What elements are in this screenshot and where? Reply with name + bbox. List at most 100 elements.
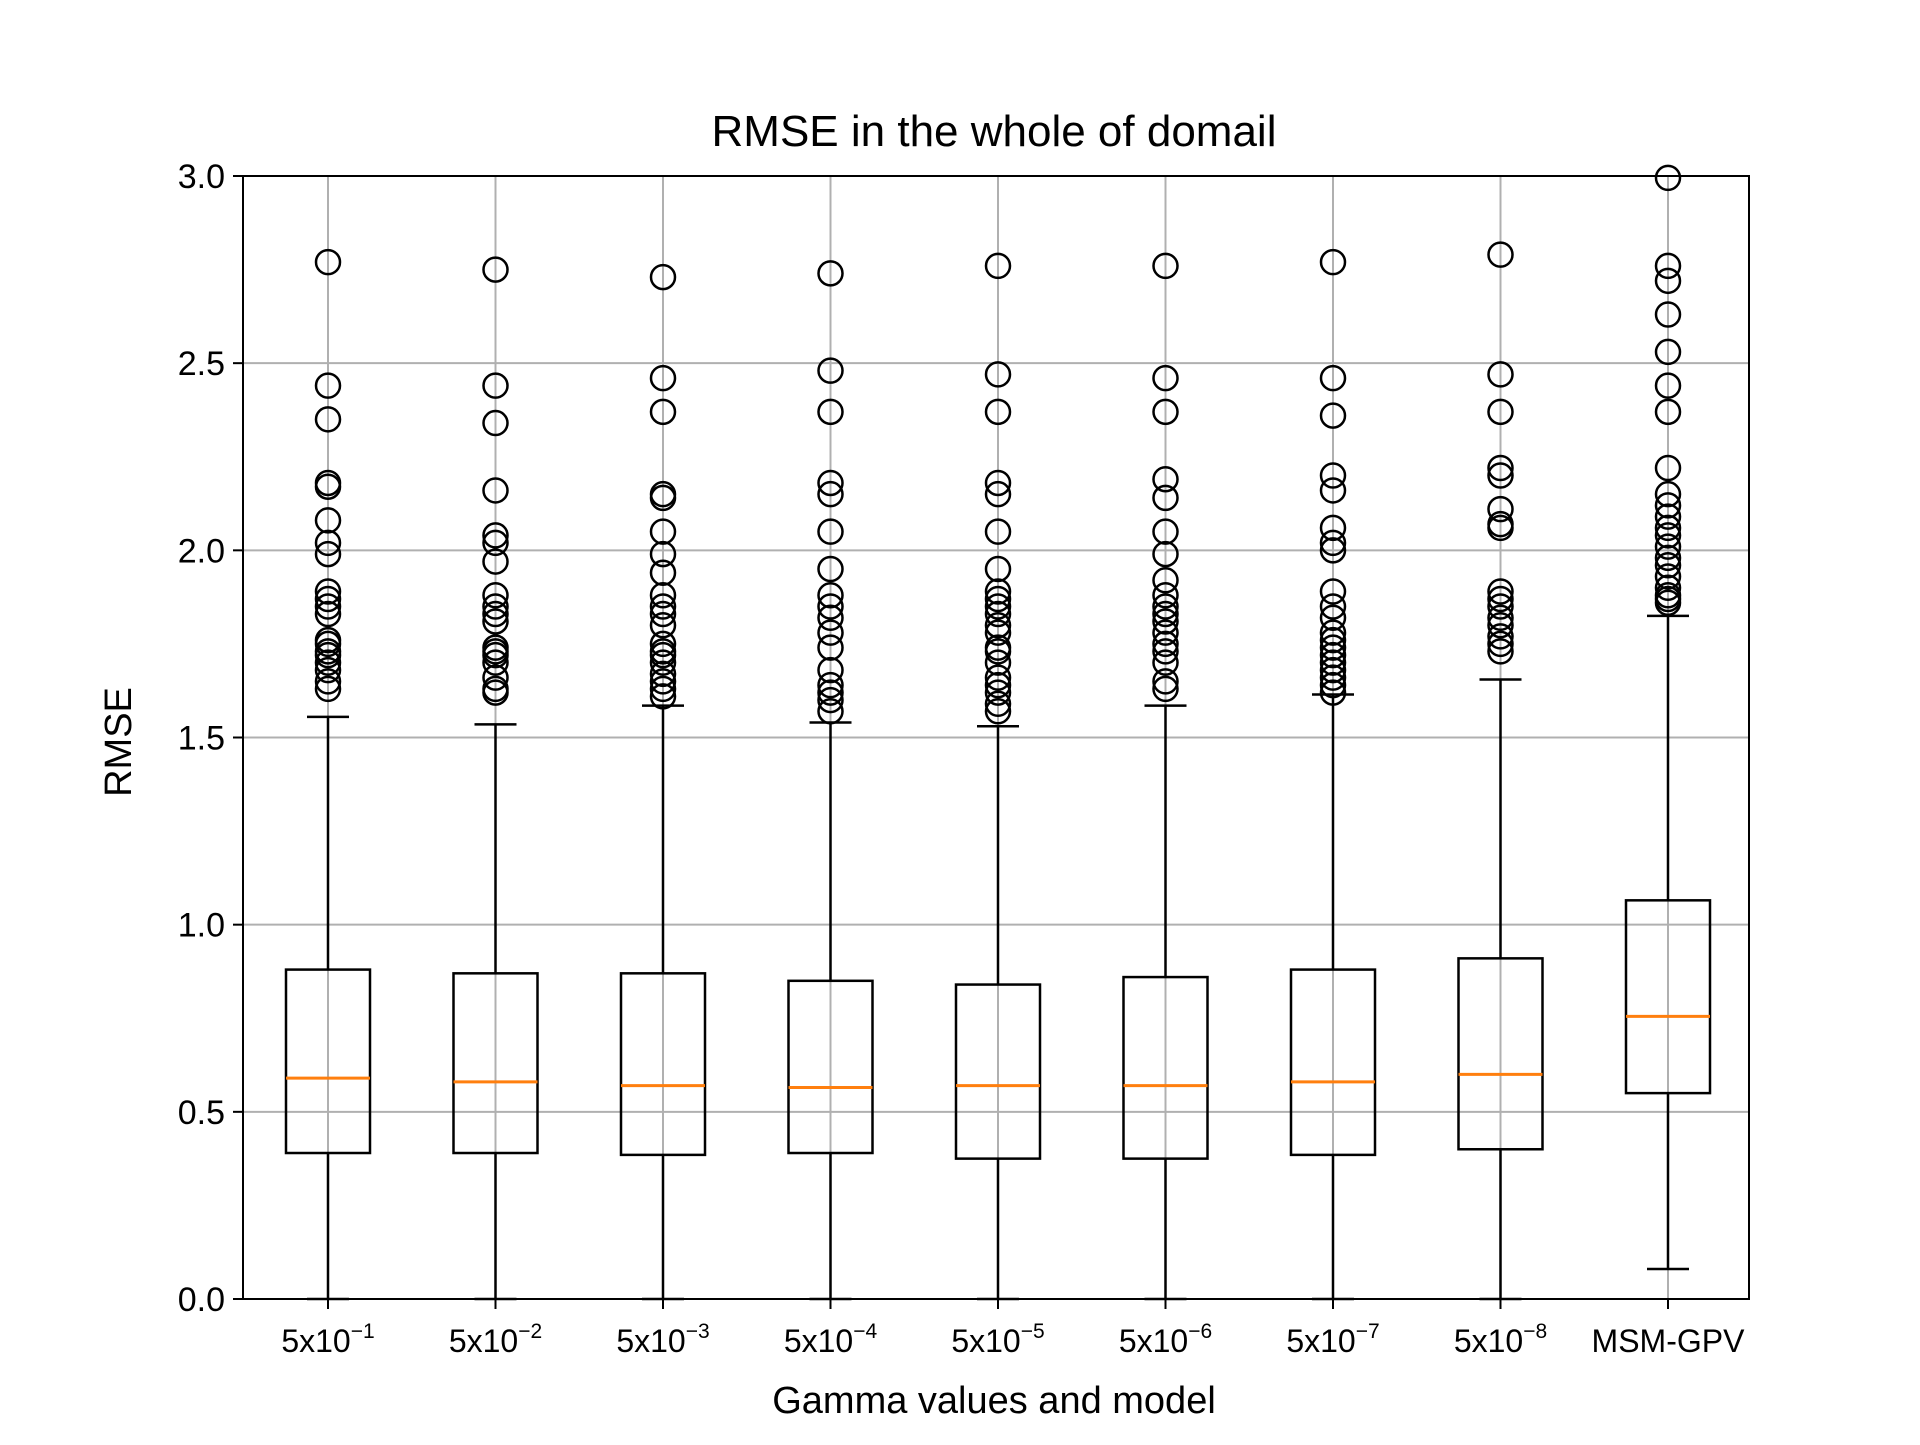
x-tick-label-exponent: −2 — [518, 1320, 542, 1343]
flier-point — [1654, 301, 1682, 328]
flier-point — [314, 638, 342, 665]
flier-point — [482, 600, 509, 628]
flier-point — [314, 668, 342, 695]
flier-point — [1152, 484, 1179, 512]
flier-point — [1319, 593, 1347, 620]
flier-point — [1319, 626, 1347, 654]
flier-point — [1487, 623, 1514, 650]
flier-point — [1487, 578, 1514, 605]
flier-point — [984, 634, 1012, 661]
flier-point — [1319, 604, 1347, 631]
flier-point — [1654, 338, 1682, 366]
y-tick-label: 1.0 — [178, 907, 225, 945]
flier-point — [1654, 480, 1682, 508]
box-iqr — [1289, 968, 1377, 1157]
x-tick-label: 5x10−6 — [1119, 1320, 1212, 1359]
flier-point — [1654, 503, 1682, 530]
flier-point — [1487, 611, 1514, 639]
x-tick-label-exponent: −1 — [351, 1320, 375, 1343]
flier-point — [314, 507, 342, 534]
flier-point — [1319, 529, 1347, 557]
flier-point — [1487, 585, 1514, 613]
flier-point — [817, 555, 844, 583]
flier-point — [1319, 656, 1347, 684]
flier-point — [984, 698, 1012, 725]
flier-point — [482, 675, 509, 703]
flier-point — [1654, 398, 1682, 426]
flier-point — [314, 600, 342, 628]
flier-point — [984, 600, 1012, 628]
flier-point — [649, 364, 677, 392]
x-tick-label-base: 5x10 — [281, 1323, 350, 1359]
flier-point — [1152, 619, 1179, 646]
flier-point — [1319, 634, 1347, 661]
x-tick-label-exponent: −6 — [1188, 1320, 1212, 1343]
x-tick-label-base: 5x10 — [1454, 1323, 1523, 1359]
flier-point — [984, 518, 1012, 545]
flier-point — [314, 656, 342, 684]
x-tick-label-exponent: −3 — [686, 1320, 710, 1343]
x-tick-label: 5x10−3 — [616, 1320, 709, 1359]
flier-point — [1152, 540, 1179, 568]
flier-point — [649, 582, 677, 609]
flier-point — [1319, 664, 1347, 691]
flier-point — [1487, 604, 1514, 631]
flier-point — [1152, 398, 1179, 426]
flier-point — [1319, 537, 1347, 564]
flier-point — [1152, 518, 1179, 545]
box-iqr — [284, 968, 372, 1155]
flier-point — [984, 555, 1012, 583]
flier-point — [1319, 679, 1347, 706]
flier-point — [1152, 582, 1179, 609]
x-tick-label-base: MSM-GPV — [1592, 1323, 1746, 1359]
flier-point — [817, 634, 844, 661]
flier-point — [817, 480, 844, 508]
flier-point — [984, 480, 1012, 508]
flier-point — [1654, 552, 1682, 579]
x-tick-label-exponent: −7 — [1356, 1320, 1380, 1343]
box-iqr — [1457, 957, 1544, 1151]
flier-point — [314, 529, 342, 557]
box-layer — [284, 164, 1712, 1301]
box-group — [1122, 252, 1209, 1301]
flier-point — [984, 619, 1012, 646]
box-group — [787, 260, 874, 1301]
chart-title: RMSE in the whole of domail — [712, 107, 1277, 156]
flier-point — [1487, 495, 1514, 523]
x-tick-label: MSM-GPV — [1592, 1323, 1746, 1359]
flier-point — [1654, 563, 1682, 590]
flier-point — [1654, 372, 1682, 399]
box-iqr — [1122, 975, 1209, 1160]
flier-point — [984, 611, 1012, 639]
flier-point — [1487, 398, 1514, 426]
flier-point — [1654, 574, 1682, 602]
flier-point — [482, 409, 509, 437]
flier-point — [649, 668, 677, 695]
flier-point — [817, 582, 844, 609]
flier-point — [1319, 619, 1347, 646]
flier-point — [482, 522, 509, 549]
flier-point — [1152, 465, 1179, 493]
box-iqr — [954, 983, 1042, 1160]
flier-point — [1654, 164, 1682, 192]
flier-point — [482, 634, 509, 661]
flier-point — [314, 585, 342, 613]
y-tick-label: 1.5 — [178, 720, 225, 758]
flier-point — [482, 529, 509, 557]
box-group — [284, 248, 372, 1301]
flier-point — [314, 675, 342, 703]
flier-point — [649, 683, 677, 710]
flier-point — [817, 604, 844, 631]
flier-point — [1487, 462, 1514, 489]
flier-point — [984, 361, 1012, 388]
flier-point — [984, 585, 1012, 613]
flier-point — [649, 398, 677, 426]
flier-point — [649, 630, 677, 658]
flier-point — [817, 357, 844, 384]
box-iqr — [452, 972, 539, 1155]
flier-point — [649, 638, 677, 665]
box-group — [619, 263, 707, 1301]
flier-point — [649, 600, 677, 628]
flier-point — [817, 469, 844, 497]
